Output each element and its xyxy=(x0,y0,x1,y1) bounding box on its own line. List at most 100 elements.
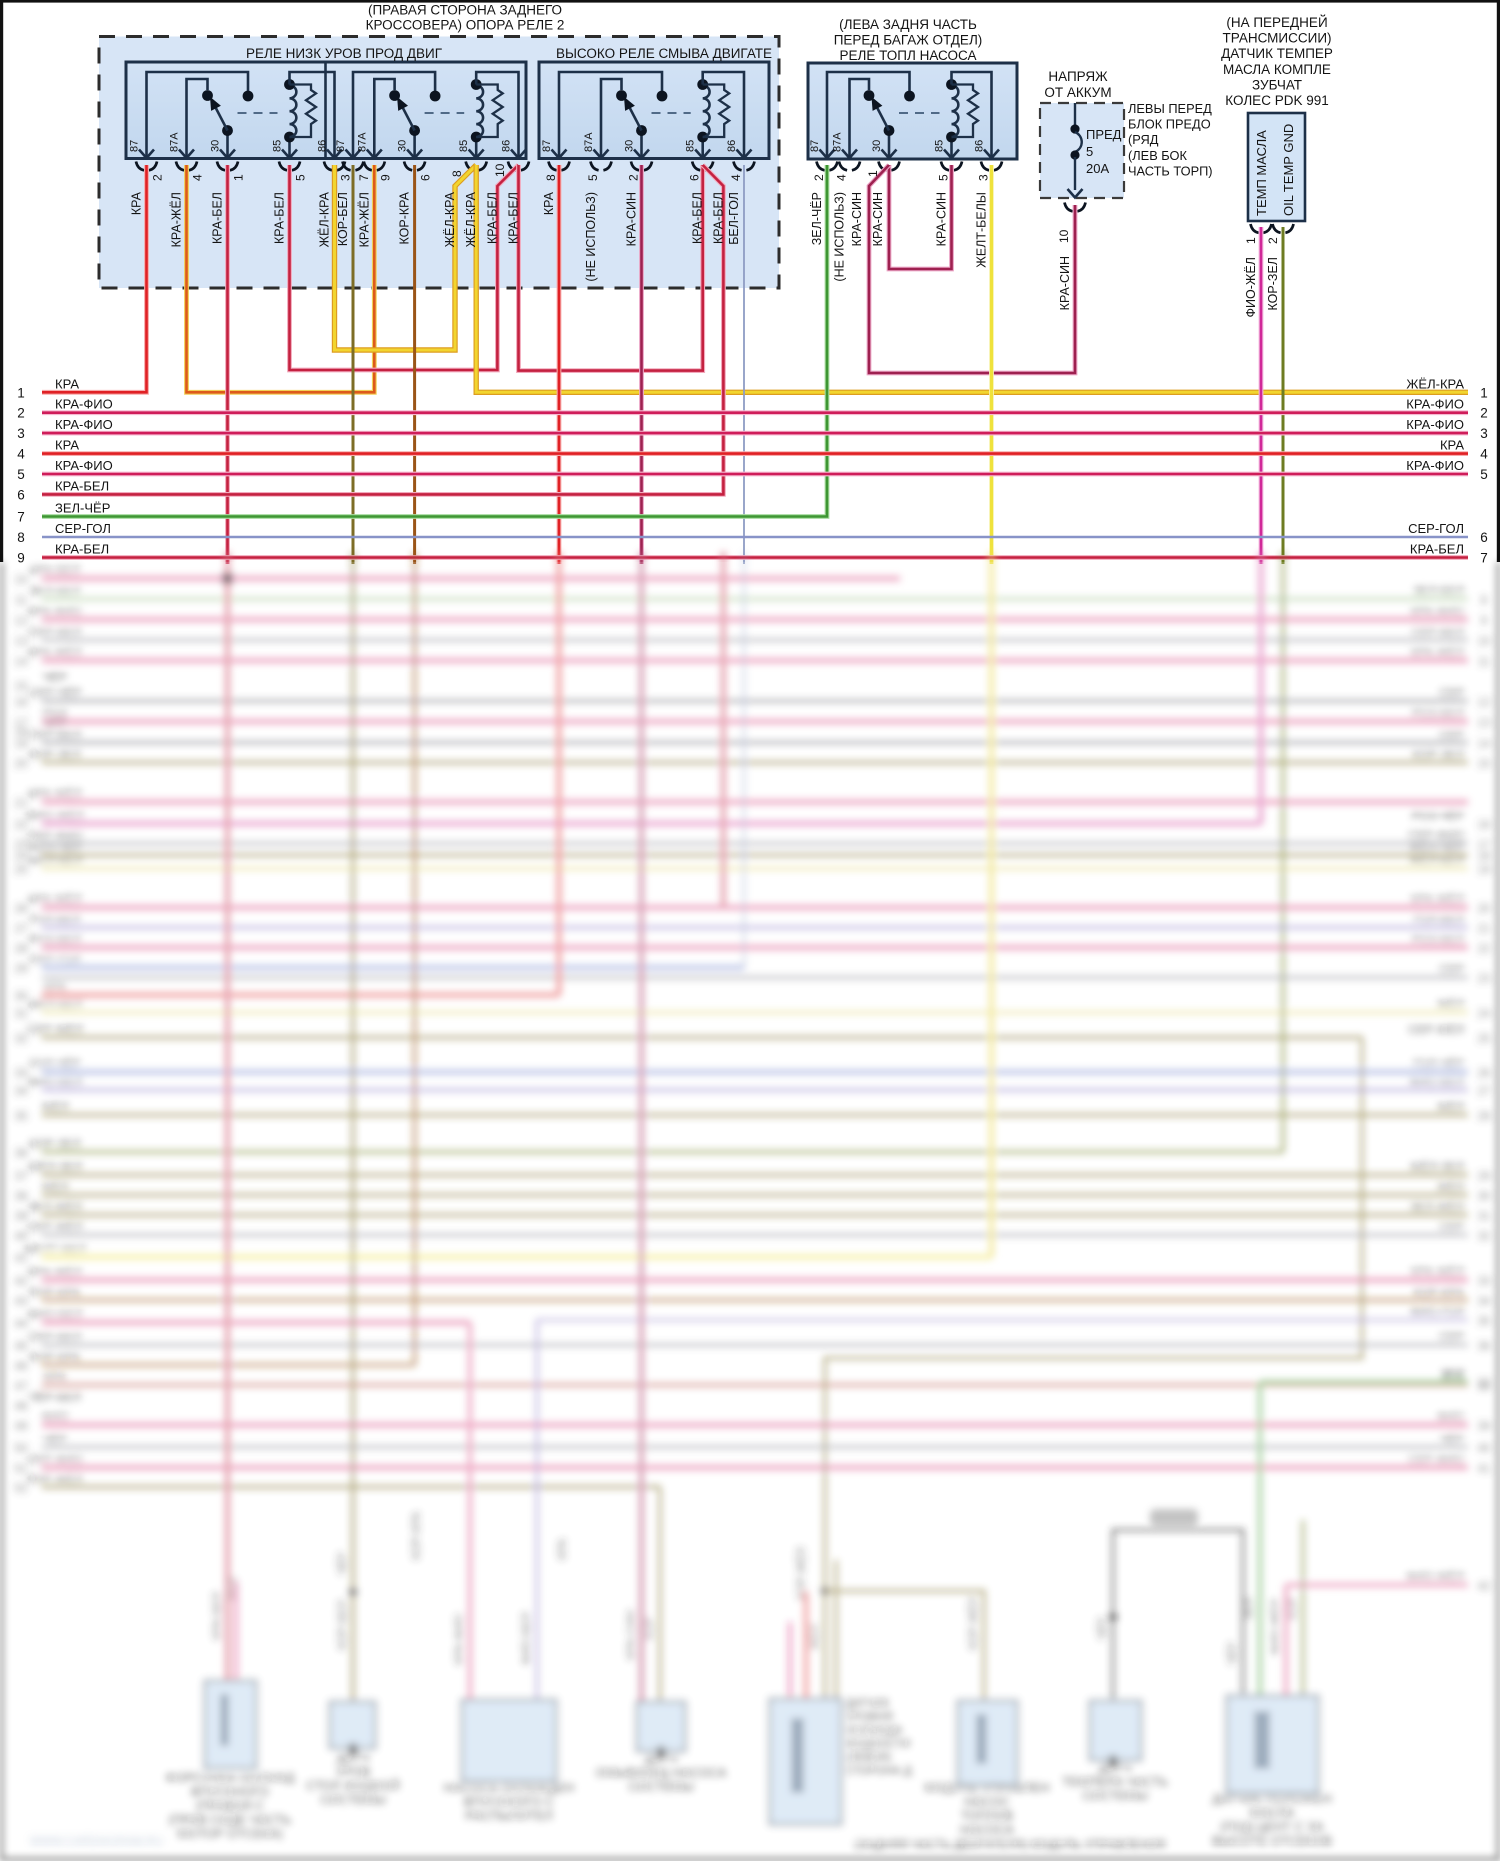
svg-text:2: 2 xyxy=(151,174,165,181)
svg-text:КОР-ЗЕЛ: КОР-ЗЕЛ xyxy=(1413,748,1464,762)
svg-text:ЖЁЛ-КРА: ЖЁЛ-КРА xyxy=(443,191,457,247)
svg-text:ТЕМПЕРА ЧАСТЬ: ТЕМПЕРА ЧАСТЬ xyxy=(1062,1774,1168,1789)
svg-text:34: 34 xyxy=(1477,1294,1491,1308)
svg-text:КОР-ЗЕЛ: КОР-ЗЕЛ xyxy=(29,748,80,762)
svg-text:КРА-СИН: КРА-СИН xyxy=(625,192,639,246)
svg-text:ЗЕЛ-БЕЛ: ЗЕЛ-БЕЛ xyxy=(30,584,81,598)
svg-text:9: 9 xyxy=(1481,614,1488,628)
svg-text:СЕР-ГОЛ: СЕР-ГОЛ xyxy=(29,953,81,967)
svg-text:ФИО-ЖЁЛ: ФИО-ЖЁЛ xyxy=(1270,1599,1282,1655)
svg-text:КРА-БЕЛ: КРА-БЕЛ xyxy=(691,192,705,244)
svg-text:33: 33 xyxy=(1477,1274,1491,1288)
svg-text:25: 25 xyxy=(14,863,28,877)
svg-text:(ЛЕВ БОК: (ЛЕВ БОК xyxy=(1128,148,1187,163)
svg-text:МОТОР ОТСЕКА): МОТОР ОТСЕКА) xyxy=(177,1826,283,1841)
svg-text:19: 19 xyxy=(1477,863,1491,877)
svg-text:КРА-ЖЁЛ: КРА-ЖЁЛ xyxy=(170,192,184,247)
svg-text:ЖЁЛ-БЕЛ: ЖЁЛ-БЕЛ xyxy=(28,998,83,1012)
svg-text:6: 6 xyxy=(17,487,25,502)
svg-text:27: 27 xyxy=(14,922,28,936)
svg-text:30: 30 xyxy=(14,989,28,1003)
svg-text:5: 5 xyxy=(17,467,25,482)
svg-text:2: 2 xyxy=(627,174,641,181)
svg-text:28: 28 xyxy=(1477,1109,1491,1123)
svg-text:10: 10 xyxy=(493,163,507,177)
svg-text:20: 20 xyxy=(1477,902,1491,916)
svg-text:ЖЁЛ-ЗЕЛ: ЖЁЛ-ЗЕЛ xyxy=(28,1160,82,1174)
svg-text:КРА-ЖЁЛ: КРА-ЖЁЛ xyxy=(1411,646,1464,660)
svg-text:СЕР: СЕР xyxy=(1439,1220,1464,1234)
svg-text:WWW.CARDIAGRAM.RU: WWW.CARDIAGRAM.RU xyxy=(30,1836,163,1848)
svg-text:КРА: КРА xyxy=(44,980,66,994)
svg-text:РОЗ-БЕЛ: РОЗ-БЕЛ xyxy=(1412,933,1464,947)
svg-text:13: 13 xyxy=(14,634,28,648)
svg-text:ЗУБЧАТ: ЗУБЧАТ xyxy=(1252,77,1302,92)
svg-text:КРА: КРА xyxy=(55,438,79,453)
svg-text:8: 8 xyxy=(1481,593,1488,607)
svg-text:ФИО-БЕЛ: ФИО-БЕЛ xyxy=(28,1308,83,1322)
svg-text:7: 7 xyxy=(357,174,371,181)
svg-text:КОР-ЖЁЛ: КОР-ЖЁЛ xyxy=(968,1597,980,1650)
svg-text:5: 5 xyxy=(586,174,600,181)
svg-text:10: 10 xyxy=(1477,634,1491,648)
svg-text:87A: 87A xyxy=(169,132,181,152)
svg-text:28: 28 xyxy=(14,942,28,956)
svg-text:14: 14 xyxy=(1477,737,1491,751)
svg-text:41: 41 xyxy=(14,1251,28,1265)
svg-text:ЗЕЛ-ЖЁЛ: ЗЕЛ-ЖЁЛ xyxy=(1410,1200,1464,1214)
svg-text:3: 3 xyxy=(977,174,991,181)
svg-text:9: 9 xyxy=(17,551,25,566)
svg-text:5: 5 xyxy=(294,174,308,181)
svg-text:ФИО-ЖЁЛ: ФИО-ЖЁЛ xyxy=(1244,257,1258,317)
svg-text:КРА-ФИО: КРА-ФИО xyxy=(1411,605,1464,619)
svg-text:14: 14 xyxy=(14,655,28,669)
svg-text:2: 2 xyxy=(17,406,25,421)
svg-text:КОР-ЖЁЛ: КОР-ЖЁЛ xyxy=(796,1547,808,1600)
svg-text:39: 39 xyxy=(14,1209,28,1223)
svg-text:ЧЁР-БЕЛ: ЧЁР-БЕЛ xyxy=(29,1390,81,1404)
svg-text:КРА: КРА xyxy=(55,376,79,391)
svg-text:43: 43 xyxy=(14,1294,28,1308)
svg-text:4: 4 xyxy=(191,174,205,181)
svg-text:87: 87 xyxy=(541,140,553,152)
svg-text:ФИО-БЕЛ: ФИО-БЕЛ xyxy=(521,1612,533,1665)
svg-text:38: 38 xyxy=(1477,1379,1491,1393)
svg-text:СЕР-ЖЁЛ: СЕР-ЖЁЛ xyxy=(27,1023,83,1037)
svg-text:КРА-ФИО: КРА-ФИО xyxy=(1406,458,1464,473)
svg-text:86: 86 xyxy=(974,140,986,152)
svg-text:КРА-ФИО: КРА-ФИО xyxy=(55,417,113,432)
svg-text:5: 5 xyxy=(937,174,951,181)
svg-text:(НЕ ИСПОЛЬЗ): (НЕ ИСПОЛЬЗ) xyxy=(833,192,847,282)
svg-text:ГОЛ-ЧЁР: ГОЛ-ЧЁР xyxy=(30,1057,81,1071)
svg-text:ВПУСКНОГО: ВПУСКНОГО xyxy=(191,1784,269,1799)
svg-text:25: 25 xyxy=(1477,1032,1491,1046)
svg-text:КРА-СИН: КРА-СИН xyxy=(935,192,949,246)
svg-text:КРА-БЕЛ: КРА-БЕЛ xyxy=(273,192,287,244)
svg-text:5: 5 xyxy=(1086,144,1093,159)
svg-text:47: 47 xyxy=(14,1379,28,1393)
svg-text:27: 27 xyxy=(1477,1084,1491,1098)
svg-text:СЕР: СЕР xyxy=(1439,963,1464,977)
svg-text:19: 19 xyxy=(14,737,28,751)
svg-text:КОР-БЕЛ: КОР-БЕЛ xyxy=(337,1600,349,1650)
svg-text:КРА-ФИО: КРА-ФИО xyxy=(1406,397,1464,412)
svg-text:87: 87 xyxy=(809,140,821,152)
svg-text:ЗЕЛ-БЕЛ: ЗЕЛ-БЕЛ xyxy=(1413,584,1464,598)
svg-text:10: 10 xyxy=(1057,229,1071,243)
svg-text:87: 87 xyxy=(335,140,347,152)
svg-text:17: 17 xyxy=(1477,838,1491,852)
svg-text:22: 22 xyxy=(1477,942,1491,956)
svg-text:30: 30 xyxy=(1477,1189,1491,1203)
svg-text:6: 6 xyxy=(688,174,702,181)
svg-text:18: 18 xyxy=(14,725,28,739)
svg-text:12: 12 xyxy=(1477,695,1491,709)
svg-text:КРОССОВЕРА) ОПОРА РЕЛЕ 2: КРОССОВЕРА) ОПОРА РЕЛЕ 2 xyxy=(366,18,565,33)
svg-text:7: 7 xyxy=(17,510,25,525)
svg-text:ОТ АККУМ: ОТ АККУМ xyxy=(1044,85,1111,100)
svg-text:1: 1 xyxy=(1480,385,1488,400)
svg-text:ВПУСКНОГО С: ВПУСКНОГО С xyxy=(464,1794,555,1809)
svg-text:29: 29 xyxy=(1477,1169,1491,1183)
svg-text:22: 22 xyxy=(14,818,28,832)
svg-text:12: 12 xyxy=(14,614,28,628)
svg-text:КОР-КРА: КОР-КРА xyxy=(398,191,412,244)
